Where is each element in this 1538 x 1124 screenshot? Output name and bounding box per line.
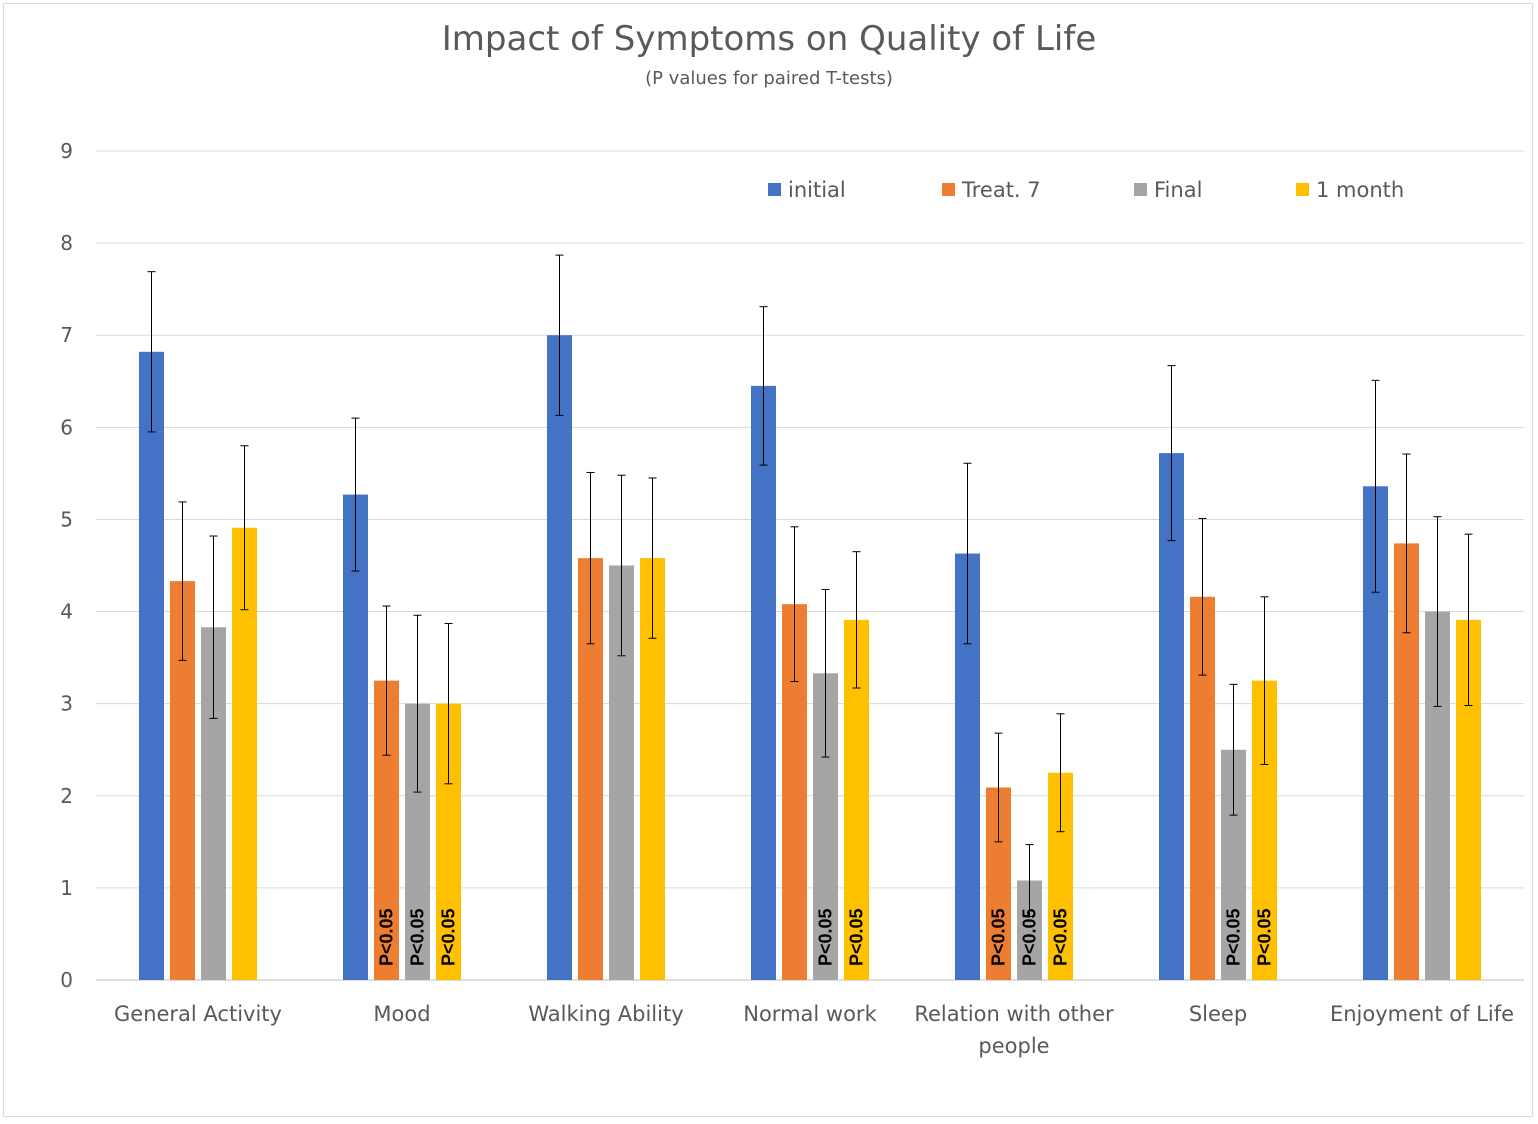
p-value-label: P<0.05	[847, 908, 867, 966]
p-value-label: P<0.05	[1255, 908, 1275, 966]
bar	[547, 335, 572, 980]
y-tick-label: 9	[60, 139, 73, 163]
x-category-label: Mood	[373, 1002, 430, 1026]
x-category-label: Sleep	[1189, 1002, 1247, 1026]
legend-swatch	[942, 183, 955, 196]
y-axis-ticks: 0 1 2 3 4 5 6 7 8 9	[60, 139, 73, 992]
x-category-label: Normal work	[743, 1002, 877, 1026]
bar	[751, 385, 776, 981]
p-value-label: P<0.05	[1051, 908, 1071, 966]
legend-label: initial	[788, 178, 846, 202]
x-category-label: Relation with other	[914, 1002, 1114, 1026]
x-category-label: Enjoyment of Life	[1330, 1002, 1514, 1026]
legend-label: 1 month	[1316, 178, 1404, 202]
gridlines	[96, 150, 1524, 981]
bars	[139, 335, 1481, 981]
x-axis-categories: General Activity Mood Walking Ability Norma…	[114, 1002, 1514, 1058]
chart-subtitle: (P values for paired T-tests)	[645, 68, 893, 89]
p-value-label: P<0.05	[1224, 908, 1244, 966]
p-value-label: P<0.05	[377, 908, 397, 966]
x-category-label: people	[978, 1034, 1049, 1058]
y-tick-label: 2	[60, 784, 73, 808]
p-value-label: P<0.05	[439, 908, 459, 966]
chart-title: Impact of Symptoms on Quality of Life	[442, 19, 1096, 59]
y-tick-label: 1	[60, 876, 73, 900]
y-tick-label: 0	[60, 968, 73, 992]
legend-label: Treat. 7	[961, 178, 1041, 202]
x-category-label: General Activity	[114, 1002, 282, 1026]
bar	[139, 351, 164, 980]
legend-swatch	[1296, 183, 1309, 196]
error-bars	[147, 254, 1473, 917]
y-tick-label: 3	[60, 692, 73, 716]
x-category-label: Walking Ability	[528, 1002, 683, 1026]
y-tick-label: 5	[60, 507, 73, 531]
y-tick-label: 6	[60, 415, 73, 439]
bar	[343, 494, 368, 980]
legend-swatch	[1134, 183, 1147, 196]
p-value-label: P<0.05	[408, 908, 428, 966]
y-tick-label: 4	[60, 600, 73, 624]
p-value-label: P<0.05	[1020, 908, 1040, 966]
legend: initial Treat. 7 Final 1 month	[768, 178, 1404, 202]
y-tick-label: 7	[60, 323, 73, 347]
y-tick-label: 8	[60, 231, 73, 255]
p-value-label: P<0.05	[989, 908, 1009, 966]
p-value-annotations: P<0.05 P<0.05 P<0.05 P<0.05 P<0.05 P<0.05 P<0.…	[377, 908, 1275, 966]
legend-label: Final	[1154, 178, 1202, 202]
p-value-label: P<0.05	[816, 908, 836, 966]
legend-swatch	[768, 183, 781, 196]
